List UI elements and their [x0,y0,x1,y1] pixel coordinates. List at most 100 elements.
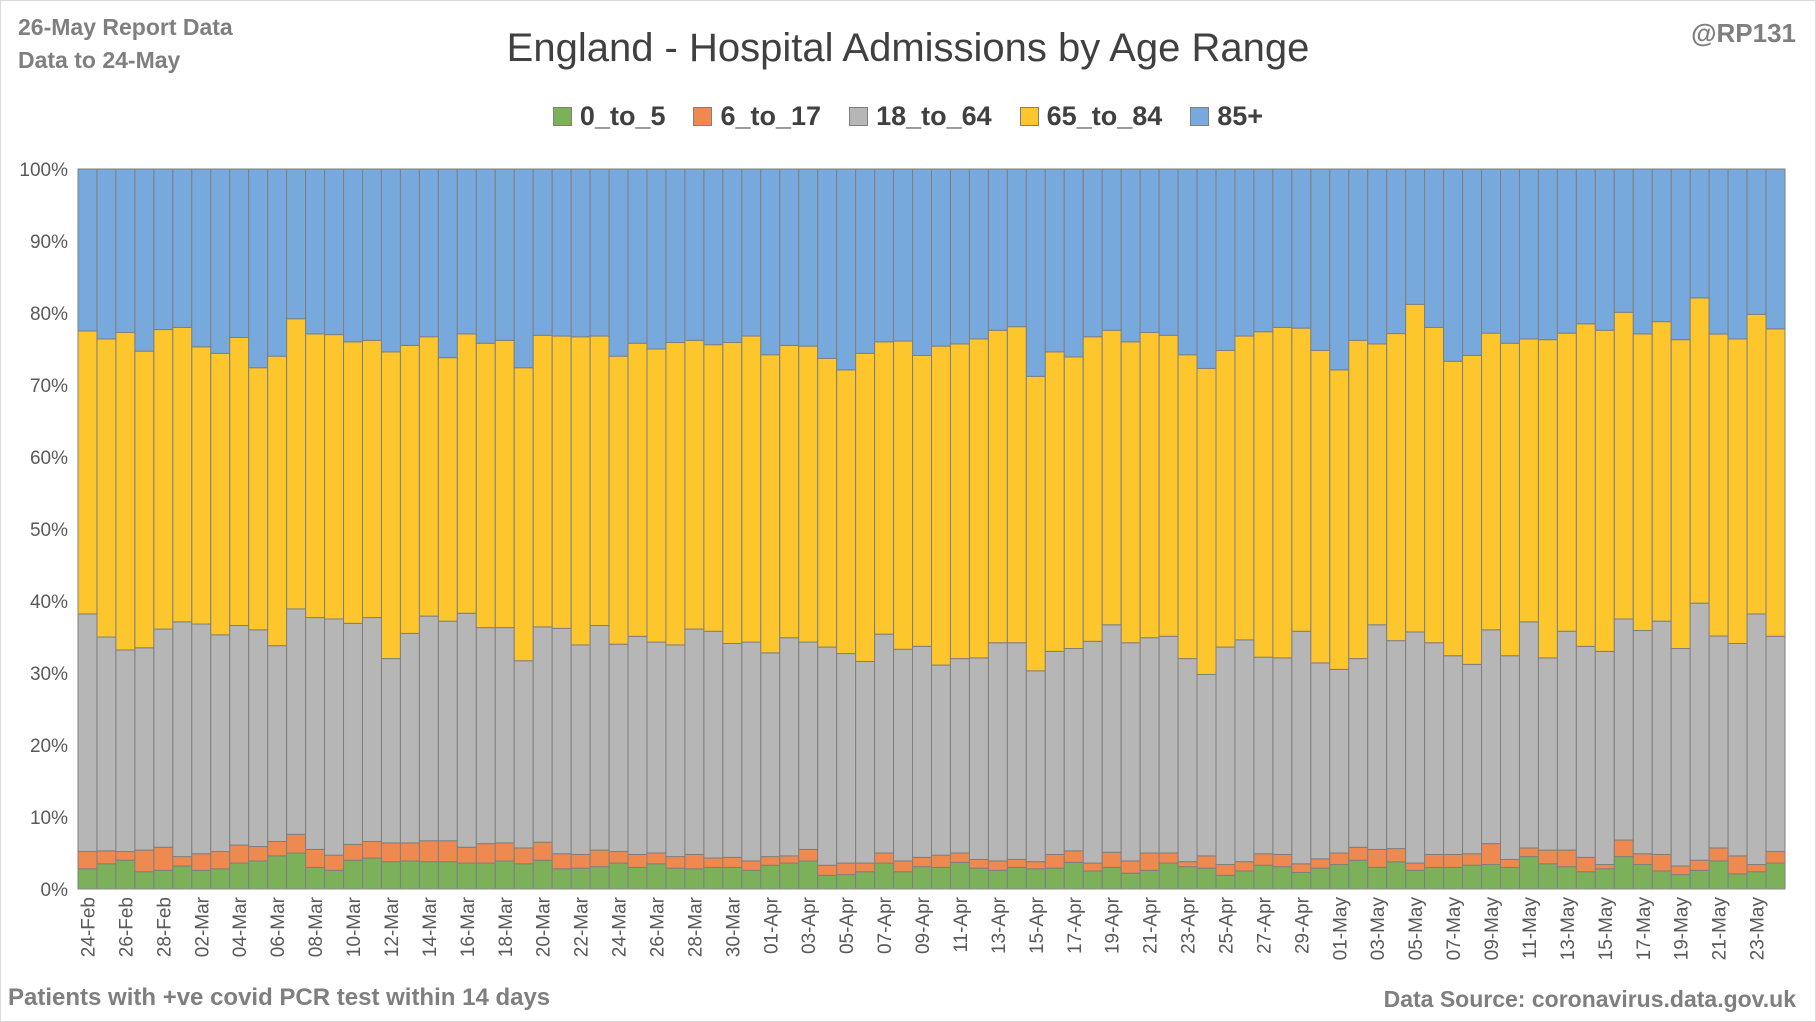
bar-segment-0_to_5 [456,862,477,890]
bar-segment-6_to_17 [1765,851,1786,864]
bar-segment-6_to_17 [248,846,269,862]
bar-segment-18_to_64 [1139,637,1160,854]
bar-segment-0_to_5 [172,865,193,890]
bar-segment-65_to_84 [703,344,724,632]
bar-segment-18_to_64 [513,660,534,849]
bar-segment-18_to_64 [494,627,515,844]
bar-segment-65_to_84 [96,338,117,638]
bar-segment-65_to_84 [1234,335,1255,641]
footer-note: Patients with +ve covid PCR test within … [8,984,551,1011]
bar-segment-65_to_84 [949,343,970,660]
bar-segment-18_to_64 [608,643,629,853]
bar-segment-6_to_17 [324,854,345,871]
bar-segment-0_to_5 [1082,870,1103,890]
bar-segment-18_to_64 [1556,630,1577,851]
bar-segment-0_to_5 [1196,867,1217,890]
bar-segment-85+ [1272,168,1293,328]
bar-segment-6_to_17 [570,853,591,869]
bar-segment-0_to_5 [305,866,326,890]
bar-segment-18_to_64 [968,657,989,860]
bar-segment-65_to_84 [134,350,155,649]
bar-segment-6_to_17 [1443,853,1464,868]
bar-segment-6_to_17 [551,853,572,870]
bar-segment-18_to_64 [324,618,345,856]
x-tick-label: 22-Mar [572,896,593,957]
bar-segment-18_to_64 [1272,657,1293,855]
bar-segment-18_to_64 [1215,646,1236,866]
bar-segment-65_to_84 [1670,339,1691,650]
bar-segment-65_to_84 [1291,327,1312,632]
bar-segment-85+ [532,168,553,336]
bar-segment-6_to_17 [513,847,534,865]
bar-segment-18_to_64 [855,660,876,864]
bar-segment-18_to_64 [399,632,420,844]
bar-segment-0_to_5 [324,869,345,890]
author-handle: @RP131 [1691,18,1796,48]
bar-segment-18_to_64 [1575,645,1596,858]
bar-segment-85+ [1462,168,1483,356]
bar-segment-0_to_5 [1481,864,1501,890]
bar-segment-6_to_17 [1481,843,1501,866]
bar-segment-18_to_64 [627,635,648,855]
legend-item-85+: 85+ [1190,101,1263,132]
bar-segment-0_to_5 [1272,866,1293,890]
bar-segment-65_to_84 [191,346,212,625]
bar-segment-0_to_5 [741,869,762,890]
bar-segment-6_to_17 [1234,861,1255,872]
bar-segment-18_to_64 [741,641,762,862]
bar-segment-65_to_84 [1272,326,1293,659]
bar-segment-6_to_17 [1272,853,1293,868]
bar-segment-85+ [760,168,781,356]
x-tick-label: 15-May [1596,897,1617,961]
bar-segment-65_to_84 [513,367,534,662]
bar-segment-65_to_84 [968,338,989,659]
data-date-label: Data to 24-May [18,47,181,73]
bar-segment-85+ [115,168,136,333]
bar-segment-0_to_5 [1044,867,1065,890]
bar-segment-85+ [817,168,838,359]
bar-segment-0_to_5 [646,863,667,890]
bar-segment-18_to_64 [1670,648,1691,867]
y-tick-label: 40% [30,592,68,613]
bar-segment-6_to_17 [608,851,629,864]
bar-segment-65_to_84 [893,340,914,650]
legend-item-65_to_84: 65_to_84 [1019,101,1162,132]
bar-segment-85+ [1689,168,1710,299]
bar-segment-0_to_5 [1405,869,1426,890]
x-tick-label: 14-Mar [420,896,441,957]
bar-segment-18_to_64 [551,627,572,855]
bar-segment-18_to_64 [1063,648,1084,852]
bar-segment-18_to_64 [1367,624,1388,850]
bar-segment-85+ [324,168,345,336]
bar-segment-18_to_64 [893,648,914,862]
bar-segment-85+ [836,168,857,371]
bar-segment-6_to_17 [115,851,136,861]
bar-segment-6_to_17 [703,857,724,868]
bar-segment-85+ [456,168,477,335]
x-tick-label: 26-Feb [116,897,137,957]
bar-segment-0_to_5 [1727,873,1748,890]
bar-segment-85+ [210,168,231,354]
x-tick-label: 23-May [1748,897,1769,961]
x-tick-label: 18-Mar [496,896,517,957]
bar-segment-65_to_84 [1063,356,1084,650]
bar-segment-0_to_5 [1348,859,1369,890]
bar-segment-0_to_5 [343,859,363,890]
bar-segment-85+ [248,168,269,369]
bar-segment-65_to_84 [1215,349,1236,648]
x-tick-label: 06-Mar [268,896,289,957]
bar-segment-85+ [267,168,288,357]
bar-segment-6_to_17 [191,853,212,871]
bar-segment-65_to_84 [684,339,705,630]
bar-segment-0_to_5 [1632,864,1653,890]
bar-segment-85+ [1063,168,1084,358]
bar-segment-65_to_84 [798,345,819,643]
bar-segment-85+ [191,168,212,348]
bar-segment-18_to_64 [115,649,136,853]
bar-segment-65_to_84 [115,331,136,651]
bar-segment-18_to_64 [1386,640,1407,850]
bar-segment-0_to_5 [1120,872,1141,890]
x-tick-label: 11-Apr [951,896,972,952]
legend-label: 85+ [1217,101,1264,131]
